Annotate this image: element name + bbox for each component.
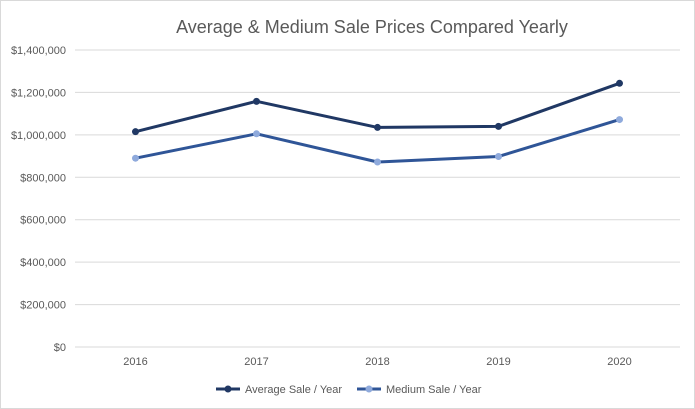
data-point bbox=[253, 130, 260, 138]
y-tick-label: $200,000 bbox=[20, 300, 66, 312]
chart-title: Average & Medium Sale Prices Compared Ye… bbox=[176, 17, 568, 37]
data-point bbox=[616, 79, 623, 87]
data-point bbox=[495, 122, 502, 130]
y-tick-label: $400,000 bbox=[20, 257, 66, 269]
y-tick-label: $1,000,000 bbox=[11, 130, 66, 142]
x-tick-label: 2018 bbox=[365, 356, 389, 368]
y-tick-label: $800,000 bbox=[20, 172, 66, 184]
x-tick-label: 2017 bbox=[244, 356, 268, 368]
data-point bbox=[253, 97, 260, 105]
legend-item: Average Sale / Year bbox=[216, 384, 342, 396]
data-point bbox=[132, 154, 139, 162]
series-1 bbox=[132, 79, 623, 136]
legend-marker bbox=[224, 385, 232, 393]
x-tick-label: 2020 bbox=[607, 356, 631, 368]
legend-item: Medium Sale / Year bbox=[357, 384, 482, 396]
y-tick-label: $1,400,000 bbox=[11, 45, 66, 57]
y-axis-ticks: $0 $200,000 $400,000 $600,000 $800,000 $1,000… bbox=[11, 45, 66, 354]
data-point bbox=[132, 128, 139, 136]
data-point bbox=[374, 158, 381, 166]
x-axis-ticks: 2016 2017 2018 2019 2020 bbox=[123, 356, 631, 368]
series-group bbox=[132, 79, 623, 166]
x-tick-label: 2019 bbox=[486, 356, 510, 368]
legend-label: Medium Sale / Year bbox=[386, 384, 482, 396]
legend: Average Sale / Year Medium Sale / Year bbox=[216, 384, 482, 396]
data-point bbox=[616, 116, 623, 124]
series-2 bbox=[132, 116, 623, 166]
gridlines bbox=[75, 49, 680, 348]
y-tick-label: $1,200,000 bbox=[11, 87, 66, 99]
y-tick-label: $600,000 bbox=[20, 215, 66, 227]
x-tick-label: 2016 bbox=[123, 356, 147, 368]
y-tick-label: $0 bbox=[54, 342, 66, 354]
legend-marker bbox=[365, 385, 373, 393]
legend-label: Average Sale / Year bbox=[245, 384, 342, 396]
data-point bbox=[495, 152, 502, 160]
data-point bbox=[374, 123, 381, 131]
